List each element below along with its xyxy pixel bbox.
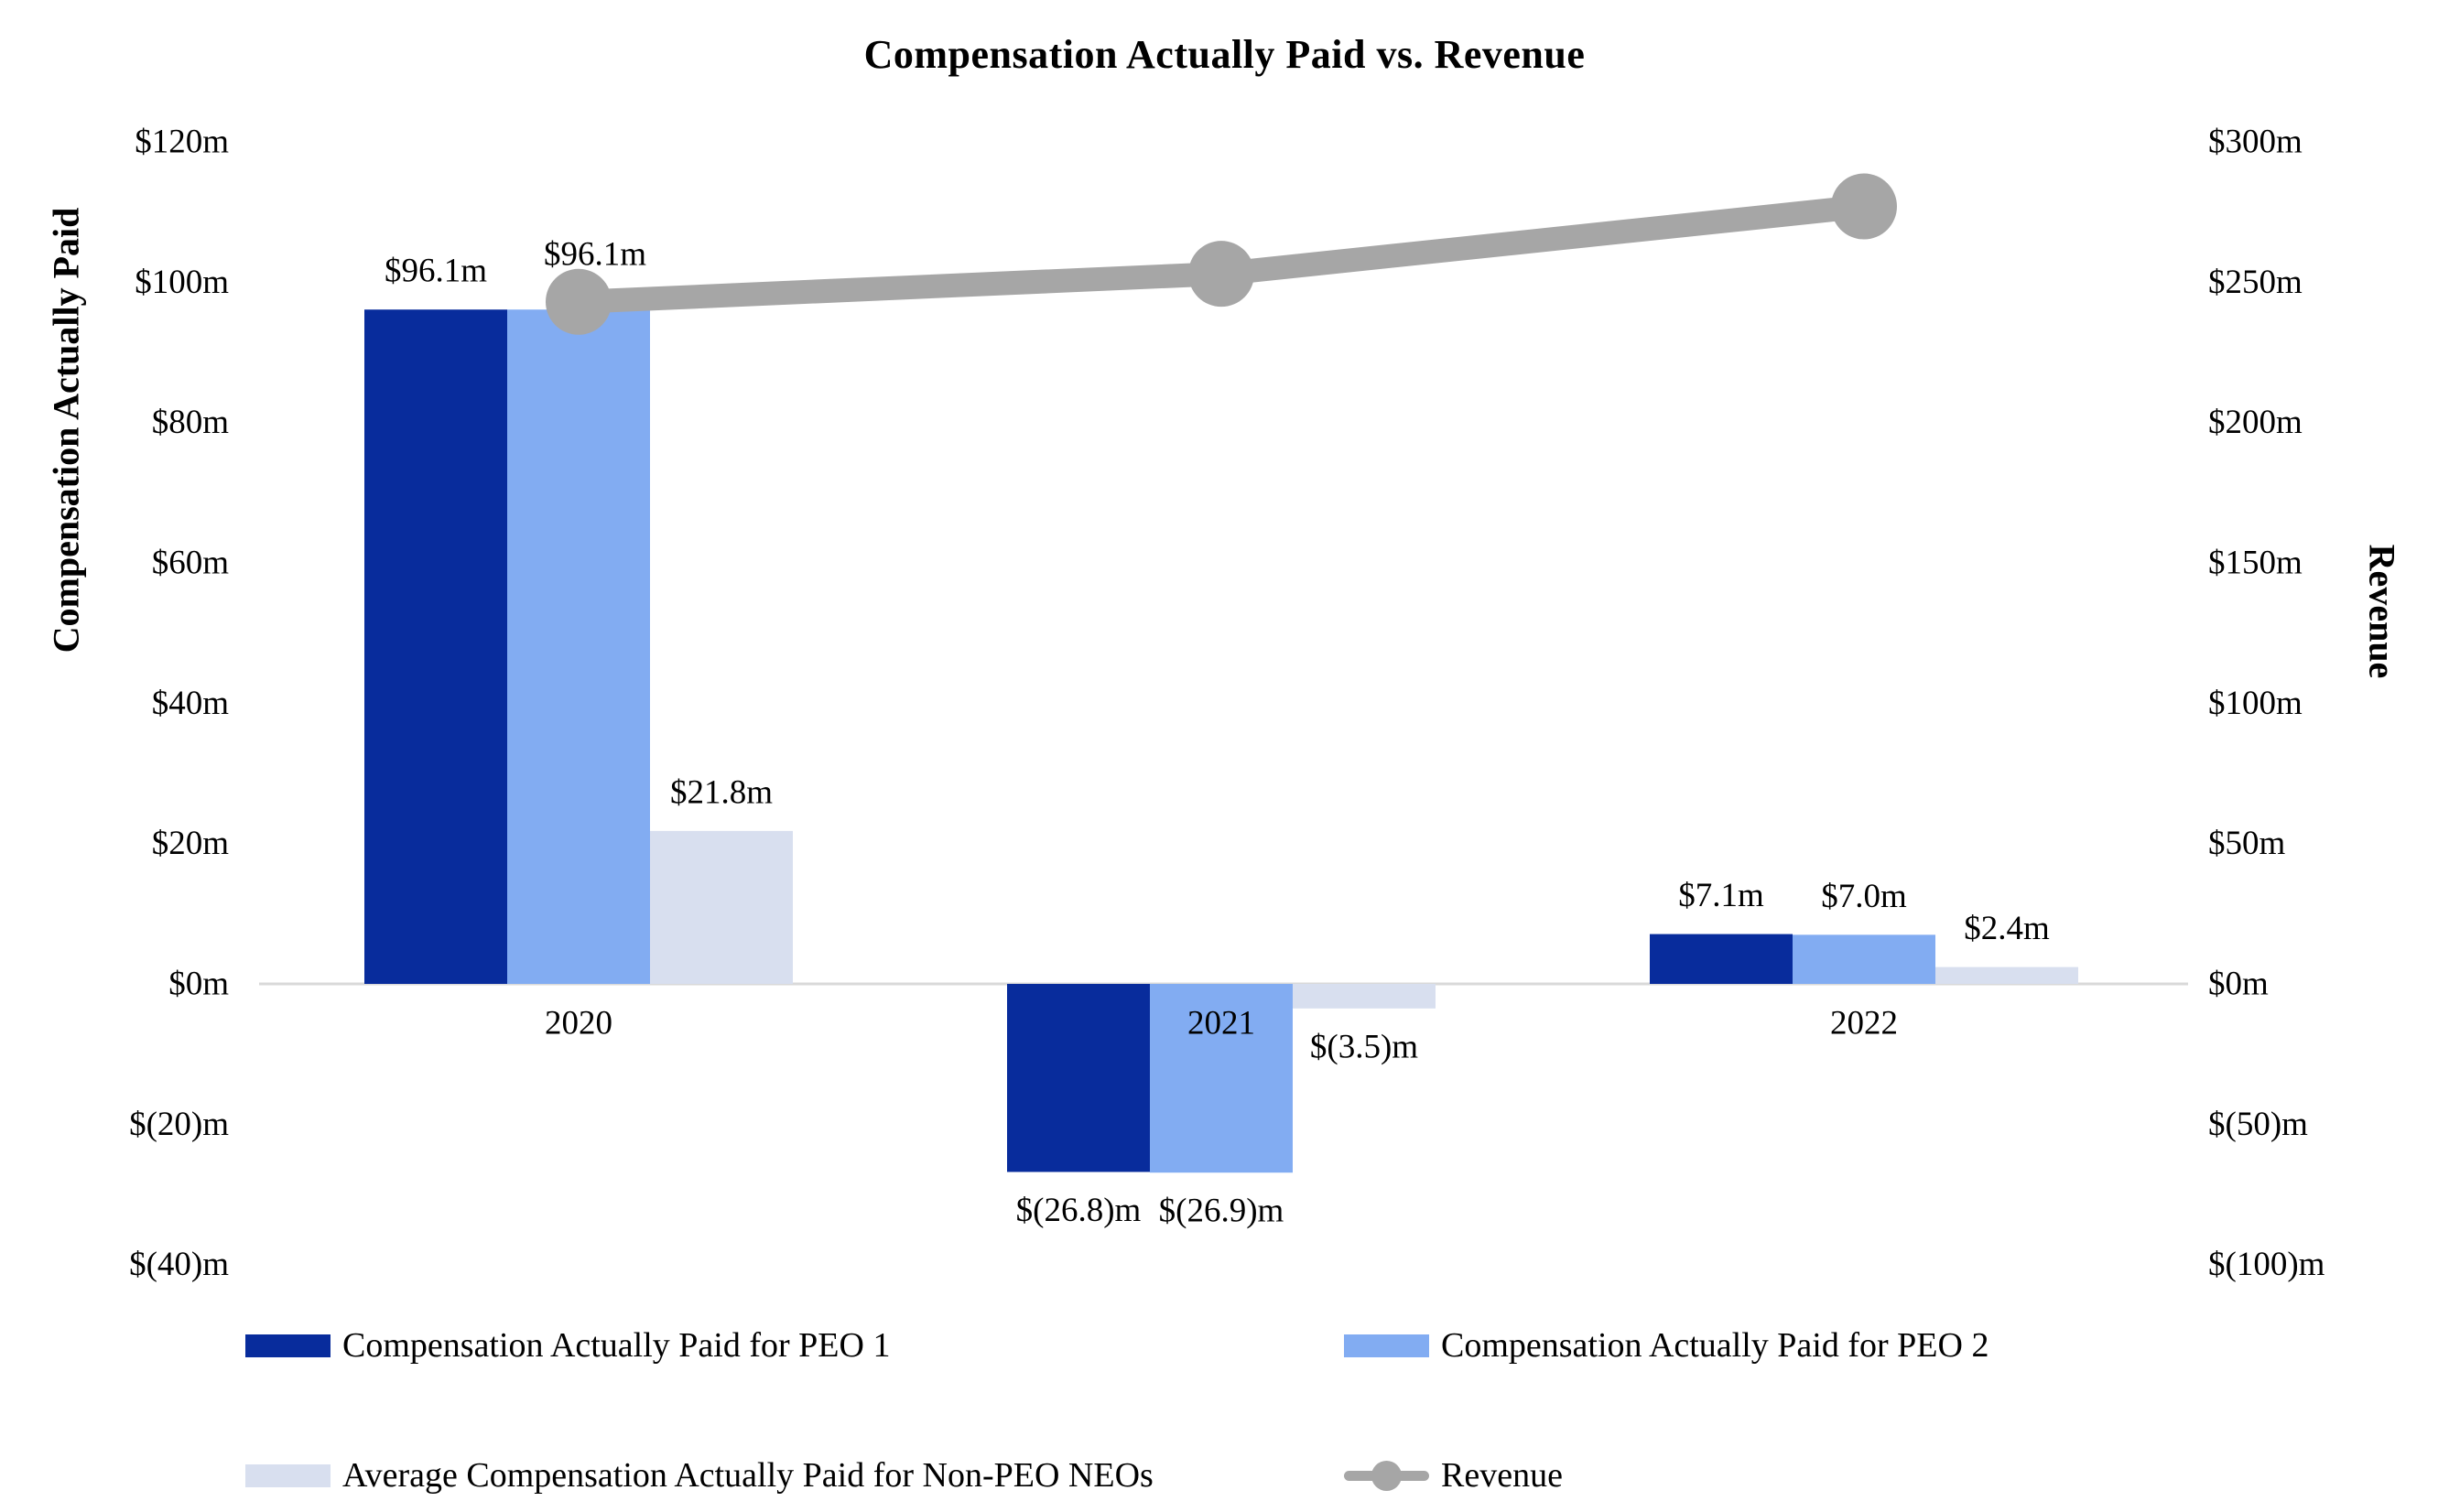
legend-item-peo2: Compensation Actually Paid for PEO 2 (1344, 1326, 1989, 1365)
left-axis-tick-60: $60m (152, 544, 230, 581)
data-label-series2-2021: $(26.9)m (1159, 1193, 1284, 1230)
legend-revenue-marker-icon (1371, 1461, 1402, 1491)
category-label-2020: 2020 (545, 1005, 612, 1042)
right-axis-title: Revenue (2362, 545, 2403, 679)
legend-swatch-peo2-icon (1344, 1334, 1429, 1357)
data-label-series2-2020: $96.1m (544, 236, 646, 274)
bar-series1-2021 (1007, 984, 1150, 1172)
revenue-marker-2022 (1831, 173, 1897, 240)
right-axis-tick--50: $(50)m (2208, 1106, 2308, 1143)
left-axis-tick-100: $100m (135, 264, 229, 301)
data-label-series3-2020: $21.8m (670, 773, 773, 811)
bar-series3-2020 (650, 830, 793, 984)
legend-label-revenue: Revenue (1441, 1456, 1563, 1495)
left-axis-tick-120: $120m (135, 123, 229, 160)
left-axis-title: Compensation Actually Paid (46, 208, 87, 653)
legend-item-revenue: Revenue (1344, 1456, 1563, 1495)
chart-title: Compensation Actually Paid vs. Revenue (863, 32, 1586, 77)
bar-series2-2020 (507, 309, 650, 984)
right-axis-tick-300: $300m (2208, 123, 2303, 160)
left-axis-tick-20: $20m (152, 825, 230, 862)
revenue-marker-2020 (546, 268, 612, 335)
bar-series2-2022 (1793, 934, 1935, 984)
left-axis-tick--40: $(40)m (129, 1246, 229, 1283)
legend-item-peo1: Compensation Actually Paid for PEO 1 (245, 1326, 891, 1365)
bar-series2-2021 (1150, 984, 1293, 1173)
data-label-series2-2022: $7.0m (1821, 878, 1907, 915)
legend-label-peo2: Compensation Actually Paid for PEO 2 (1441, 1326, 1989, 1365)
left-axis-tick-80: $80m (152, 404, 230, 441)
bar-series3-2021 (1293, 984, 1436, 1009)
left-axis-tick-40: $40m (152, 685, 230, 722)
data-label-series1-2021: $(26.8)m (1016, 1192, 1142, 1229)
legend-label-peo1: Compensation Actually Paid for PEO 1 (342, 1326, 891, 1365)
right-axis-tick-250: $250m (2208, 264, 2303, 301)
legend-swatch-non-peo-neos-icon (245, 1463, 331, 1487)
data-label-series1-2020: $96.1m (385, 253, 487, 290)
category-label-2021: 2021 (1187, 1005, 1255, 1042)
data-label-series1-2022: $7.1m (1678, 877, 1764, 914)
legend-item-non-peo-neos: Average Compensation Actually Paid for N… (245, 1456, 1154, 1495)
bar-series1-2020 (364, 309, 507, 984)
left-axis-tick-0: $0m (168, 966, 229, 1003)
data-label-series3-2022: $2.4m (1964, 910, 2050, 947)
left-axis-tick--20: $(20)m (129, 1106, 229, 1143)
right-axis-tick--100: $(100)m (2208, 1246, 2325, 1283)
legend-label-non-peo-neos: Average Compensation Actually Paid for N… (342, 1456, 1154, 1495)
data-label-series3-2021: $(3.5)m (1310, 1028, 1418, 1065)
bar-series3-2022 (1935, 967, 2078, 984)
legend-swatch-peo1-icon (245, 1334, 331, 1357)
right-axis-tick-100: $100m (2208, 685, 2303, 722)
category-label-2022: 2022 (1830, 1005, 1898, 1042)
bar-series1-2022 (1650, 934, 1793, 984)
right-axis-tick-150: $150m (2208, 544, 2303, 581)
legend-swatch-revenue-line-icon (1344, 1457, 1429, 1494)
revenue-marker-2021 (1188, 241, 1254, 308)
right-axis-tick-0: $0m (2208, 966, 2269, 1003)
right-axis-tick-50: $50m (2208, 825, 2286, 862)
right-axis-tick-200: $200m (2208, 404, 2303, 441)
